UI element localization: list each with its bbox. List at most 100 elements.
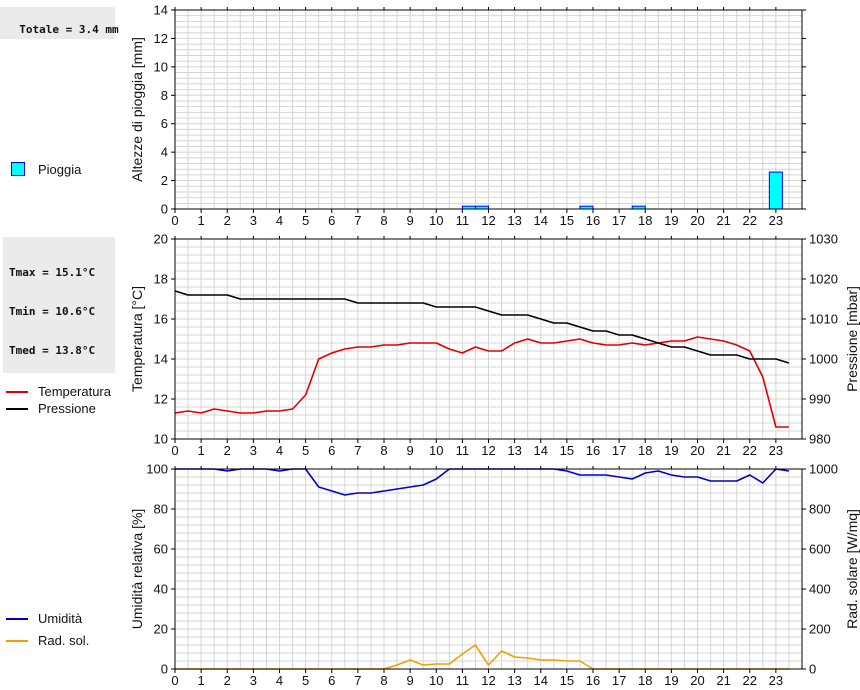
x-tick-label: 8 [380, 443, 387, 458]
pressure-line [174, 290, 790, 364]
x-tick-label: 8 [380, 213, 387, 228]
x-tick-label: 12 [481, 213, 495, 228]
x-tick-label: 21 [716, 443, 730, 458]
x-tick-label: 21 [716, 213, 730, 228]
temperature-legend-line [6, 391, 28, 393]
x-tick-label: 21 [716, 673, 730, 688]
panel2-y2label: Pressione [mbar] [844, 286, 860, 392]
x-tick-label: 6 [328, 213, 335, 228]
y2-tick-label: 1000 [809, 352, 838, 367]
panel3-ylabel: Umidità relativa [%] [129, 509, 145, 630]
y-tick-label: 4 [161, 145, 168, 160]
pressure-legend-line [6, 408, 28, 410]
x-tick-label: 22 [743, 213, 757, 228]
x-tick-label: 7 [354, 213, 361, 228]
y2-tick-label: 200 [809, 622, 831, 637]
x-tick-label: 1 [198, 673, 205, 688]
x-tick-label: 11 [456, 213, 470, 228]
y-tick-label: 6 [161, 116, 168, 131]
x-tick-label: 2 [224, 443, 231, 458]
x-tick-label: 14 [534, 443, 548, 458]
x-tick-label: 19 [664, 213, 678, 228]
humidity-legend-label: Umidità [38, 611, 83, 626]
rain-total-box: Totale = 3.4 mm [0, 7, 119, 39]
y-tick-label: 80 [154, 502, 168, 517]
y-tick-label: 12 [154, 392, 168, 407]
y-tick-label: 14 [154, 352, 168, 367]
y2-tick-label: 600 [809, 542, 831, 557]
x-tick-label: 1 [198, 213, 205, 228]
rain-legend-label: Pioggia [38, 162, 82, 177]
x-tick-label: 10 [429, 673, 443, 688]
x-tick-label: 12 [481, 673, 495, 688]
x-tick-label: 3 [250, 213, 257, 228]
y-tick-label: 100 [146, 462, 168, 477]
x-tick-label: 3 [250, 673, 257, 688]
x-tick-label: 4 [276, 673, 283, 688]
x-tick-label: 2 [224, 213, 231, 228]
x-tick-label: 5 [302, 443, 309, 458]
x-tick-label: 9 [407, 213, 414, 228]
x-tick-label: 7 [354, 673, 361, 688]
y2-tick-label: 0 [809, 662, 816, 677]
x-tick-label: 7 [354, 443, 361, 458]
x-tick-label: 0 [171, 443, 178, 458]
y2-tick-label: 990 [809, 392, 831, 407]
x-tick-label: 23 [769, 443, 783, 458]
x-tick-label: 19 [664, 673, 678, 688]
solar-legend-label: Rad. sol. [38, 633, 90, 648]
y-tick-label: 14 [154, 3, 168, 18]
x-tick-label: 17 [612, 213, 626, 228]
y2-tick-label: 1010 [809, 312, 838, 327]
temperature-stats-box: Tmax = 15.1°C Tmin = 10.6°C Tmed = 13.8°… [3, 237, 115, 373]
x-tick-label: 13 [507, 213, 521, 228]
panel3-y2label: Rad. solare [W/mq] [844, 509, 860, 629]
y-tick-label: 10 [154, 59, 168, 74]
solar-legend-line [6, 640, 28, 642]
x-tick-label: 18 [638, 443, 652, 458]
x-tick-label: 20 [690, 213, 704, 228]
y2-tick-label: 980 [809, 432, 831, 447]
x-tick-label: 15 [560, 673, 574, 688]
x-tick-label: 18 [638, 673, 652, 688]
x-tick-label: 23 [769, 673, 783, 688]
x-tick-label: 15 [560, 443, 574, 458]
x-tick-label: 11 [456, 443, 470, 458]
y-tick-label: 0 [161, 202, 168, 217]
y-tick-label: 8 [161, 88, 168, 103]
y2-tick-label: 800 [809, 502, 831, 517]
x-tick-label: 9 [407, 673, 414, 688]
y2-tick-label: 400 [809, 582, 831, 597]
x-tick-label: 4 [276, 213, 283, 228]
x-tick-label: 17 [612, 673, 626, 688]
x-tick-label: 22 [743, 443, 757, 458]
temperature-legend-label: Temperatura [38, 384, 111, 399]
x-tick-label: 0 [171, 213, 178, 228]
y2-tick-label: 1030 [809, 232, 838, 247]
x-tick-label: 3 [250, 443, 257, 458]
x-tick-label: 10 [429, 213, 443, 228]
x-tick-label: 10 [429, 443, 443, 458]
x-tick-label: 23 [769, 213, 783, 228]
x-tick-label: 16 [586, 443, 600, 458]
x-tick-label: 8 [380, 673, 387, 688]
y2-tick-label: 1020 [809, 272, 838, 287]
x-tick-label: 2 [224, 673, 231, 688]
x-tick-label: 0 [171, 673, 178, 688]
x-tick-label: 17 [612, 443, 626, 458]
tmax-text: Tmax = 15.1°C [9, 266, 96, 279]
panel1-ylabel: Altezze di pioggia [mm] [129, 37, 145, 182]
x-tick-label: 18 [638, 213, 652, 228]
panel2-ylabel: Temperatura [°C] [129, 286, 145, 392]
x-tick-label: 5 [302, 213, 309, 228]
tmin-text: Tmin = 10.6°C [9, 305, 96, 318]
x-tick-label: 1 [198, 443, 205, 458]
x-tick-label: 5 [302, 673, 309, 688]
rain-total-text: Totale = 3.4 mm [19, 23, 119, 36]
x-tick-label: 12 [481, 443, 495, 458]
x-tick-label: 9 [407, 443, 414, 458]
y-tick-label: 18 [154, 272, 168, 287]
x-tick-label: 13 [507, 443, 521, 458]
rain-legend-swatch [11, 162, 25, 176]
